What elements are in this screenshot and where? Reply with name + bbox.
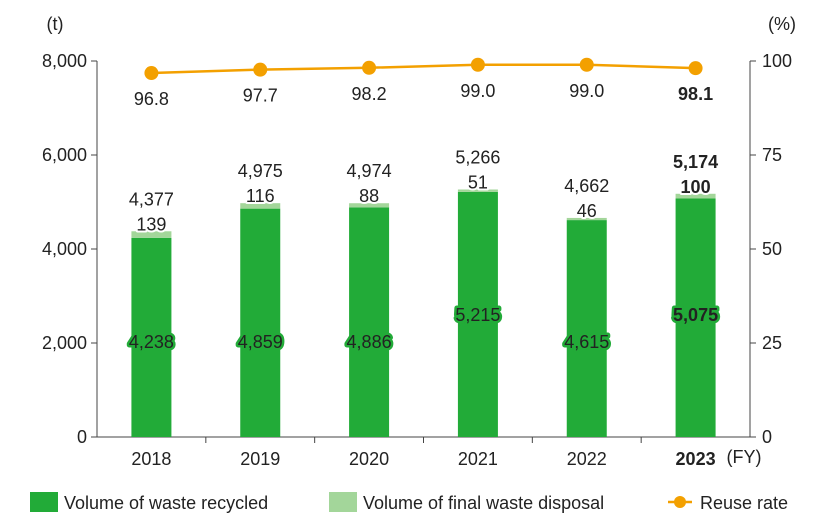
reuse-rate-point — [362, 60, 377, 75]
bar-recycled — [457, 191, 498, 437]
right-tick-label: 0 — [762, 427, 772, 447]
bar-disposal — [566, 217, 607, 221]
reuse-rate-label: 98.1 — [678, 84, 713, 104]
reuse-rate-point — [144, 66, 159, 81]
reuse-rate-point — [579, 57, 594, 72]
recycled-label: 4,859 — [238, 332, 283, 352]
x-tick-label: 2018 — [131, 449, 171, 469]
x-tick-label: 2022 — [567, 449, 607, 469]
recycled-label: 5,075 — [673, 305, 718, 325]
total-label: 4,377 — [129, 189, 174, 209]
x-tick-label: 2020 — [349, 449, 389, 469]
left-axis-unit: (t) — [47, 14, 64, 34]
legend-label-reuse: Reuse rate — [700, 493, 788, 513]
bar-disposal — [131, 231, 172, 238]
right-tick-label: 50 — [762, 239, 782, 259]
left-tick-label: 0 — [77, 427, 87, 447]
reuse-rate-point — [470, 57, 485, 72]
reuse-rate-label: 99.0 — [569, 81, 604, 101]
x-axis-unit: (FY) — [727, 447, 762, 467]
x-tick-label: 2021 — [458, 449, 498, 469]
right-tick-label: 75 — [762, 145, 782, 165]
total-label: 4,662 — [564, 176, 609, 196]
bar-recycled — [240, 208, 281, 437]
x-tick-label: 2019 — [240, 449, 280, 469]
disposal-label: 100 — [681, 177, 711, 197]
bar-recycled — [566, 220, 607, 437]
disposal-label: 46 — [577, 201, 597, 221]
recycled-label: 4,615 — [564, 332, 609, 352]
disposal-label: 88 — [359, 186, 379, 206]
recycled-label: 5,215 — [455, 305, 500, 325]
legend-swatch-recycled — [30, 492, 58, 512]
bar-recycled — [349, 207, 390, 437]
reuse-rate-label: 99.0 — [460, 81, 495, 101]
total-label: 4,974 — [347, 161, 392, 181]
disposal-label: 51 — [468, 172, 488, 192]
data-labels: 96.8 4,377 139 4,238 97.7 4,975 116 4,859 98.2 4,… — [126, 81, 720, 355]
left-tick-label: 4,000 — [42, 239, 87, 259]
total-label: 4,975 — [238, 161, 283, 181]
reuse-rate-label: 96.8 — [134, 89, 169, 109]
bar-recycled — [675, 198, 716, 437]
disposal-label: 139 — [136, 214, 166, 234]
legend-label-recycled: Volume of waste recycled — [64, 493, 268, 513]
right-tick-label: 100 — [762, 51, 792, 71]
bar-recycled — [131, 237, 172, 437]
bar-disposal — [675, 193, 716, 199]
legend-label-disposal: Volume of final waste disposal — [363, 493, 604, 513]
reuse-rate-label: 98.2 — [352, 84, 387, 104]
total-label: 5,266 — [455, 147, 500, 167]
recycled-label: 4,238 — [129, 332, 174, 352]
recycled-label: 4,886 — [347, 332, 392, 352]
bars — [131, 189, 716, 437]
reuse-rate-label: 97.7 — [243, 86, 278, 106]
right-axis-unit: (%) — [768, 14, 796, 34]
right-tick-label: 25 — [762, 333, 782, 353]
bar-disposal — [349, 203, 390, 208]
legend-marker-reuse — [674, 496, 686, 508]
legend: Volume of waste recycled Volume of final … — [30, 492, 788, 513]
reuse-rate-line — [144, 57, 703, 81]
reuse-rate-point — [688, 61, 703, 76]
bar-disposal — [240, 203, 281, 209]
left-tick-label: 8,000 — [42, 51, 87, 71]
bar-disposal — [457, 189, 498, 192]
disposal-label: 116 — [246, 186, 275, 206]
reuse-rate-path — [151, 63, 696, 75]
reuse-rate-point — [253, 62, 268, 77]
legend-swatch-disposal — [329, 492, 357, 512]
total-label: 5,174 — [673, 152, 718, 172]
left-tick-label: 6,000 — [42, 145, 87, 165]
axes: 8,000 6,000 4,000 2,000 0 (t) 100 75 50 25 0 (%) 201… — [42, 14, 796, 469]
x-tick-label: 2023 — [676, 449, 716, 469]
left-tick-label: 2,000 — [42, 333, 87, 353]
